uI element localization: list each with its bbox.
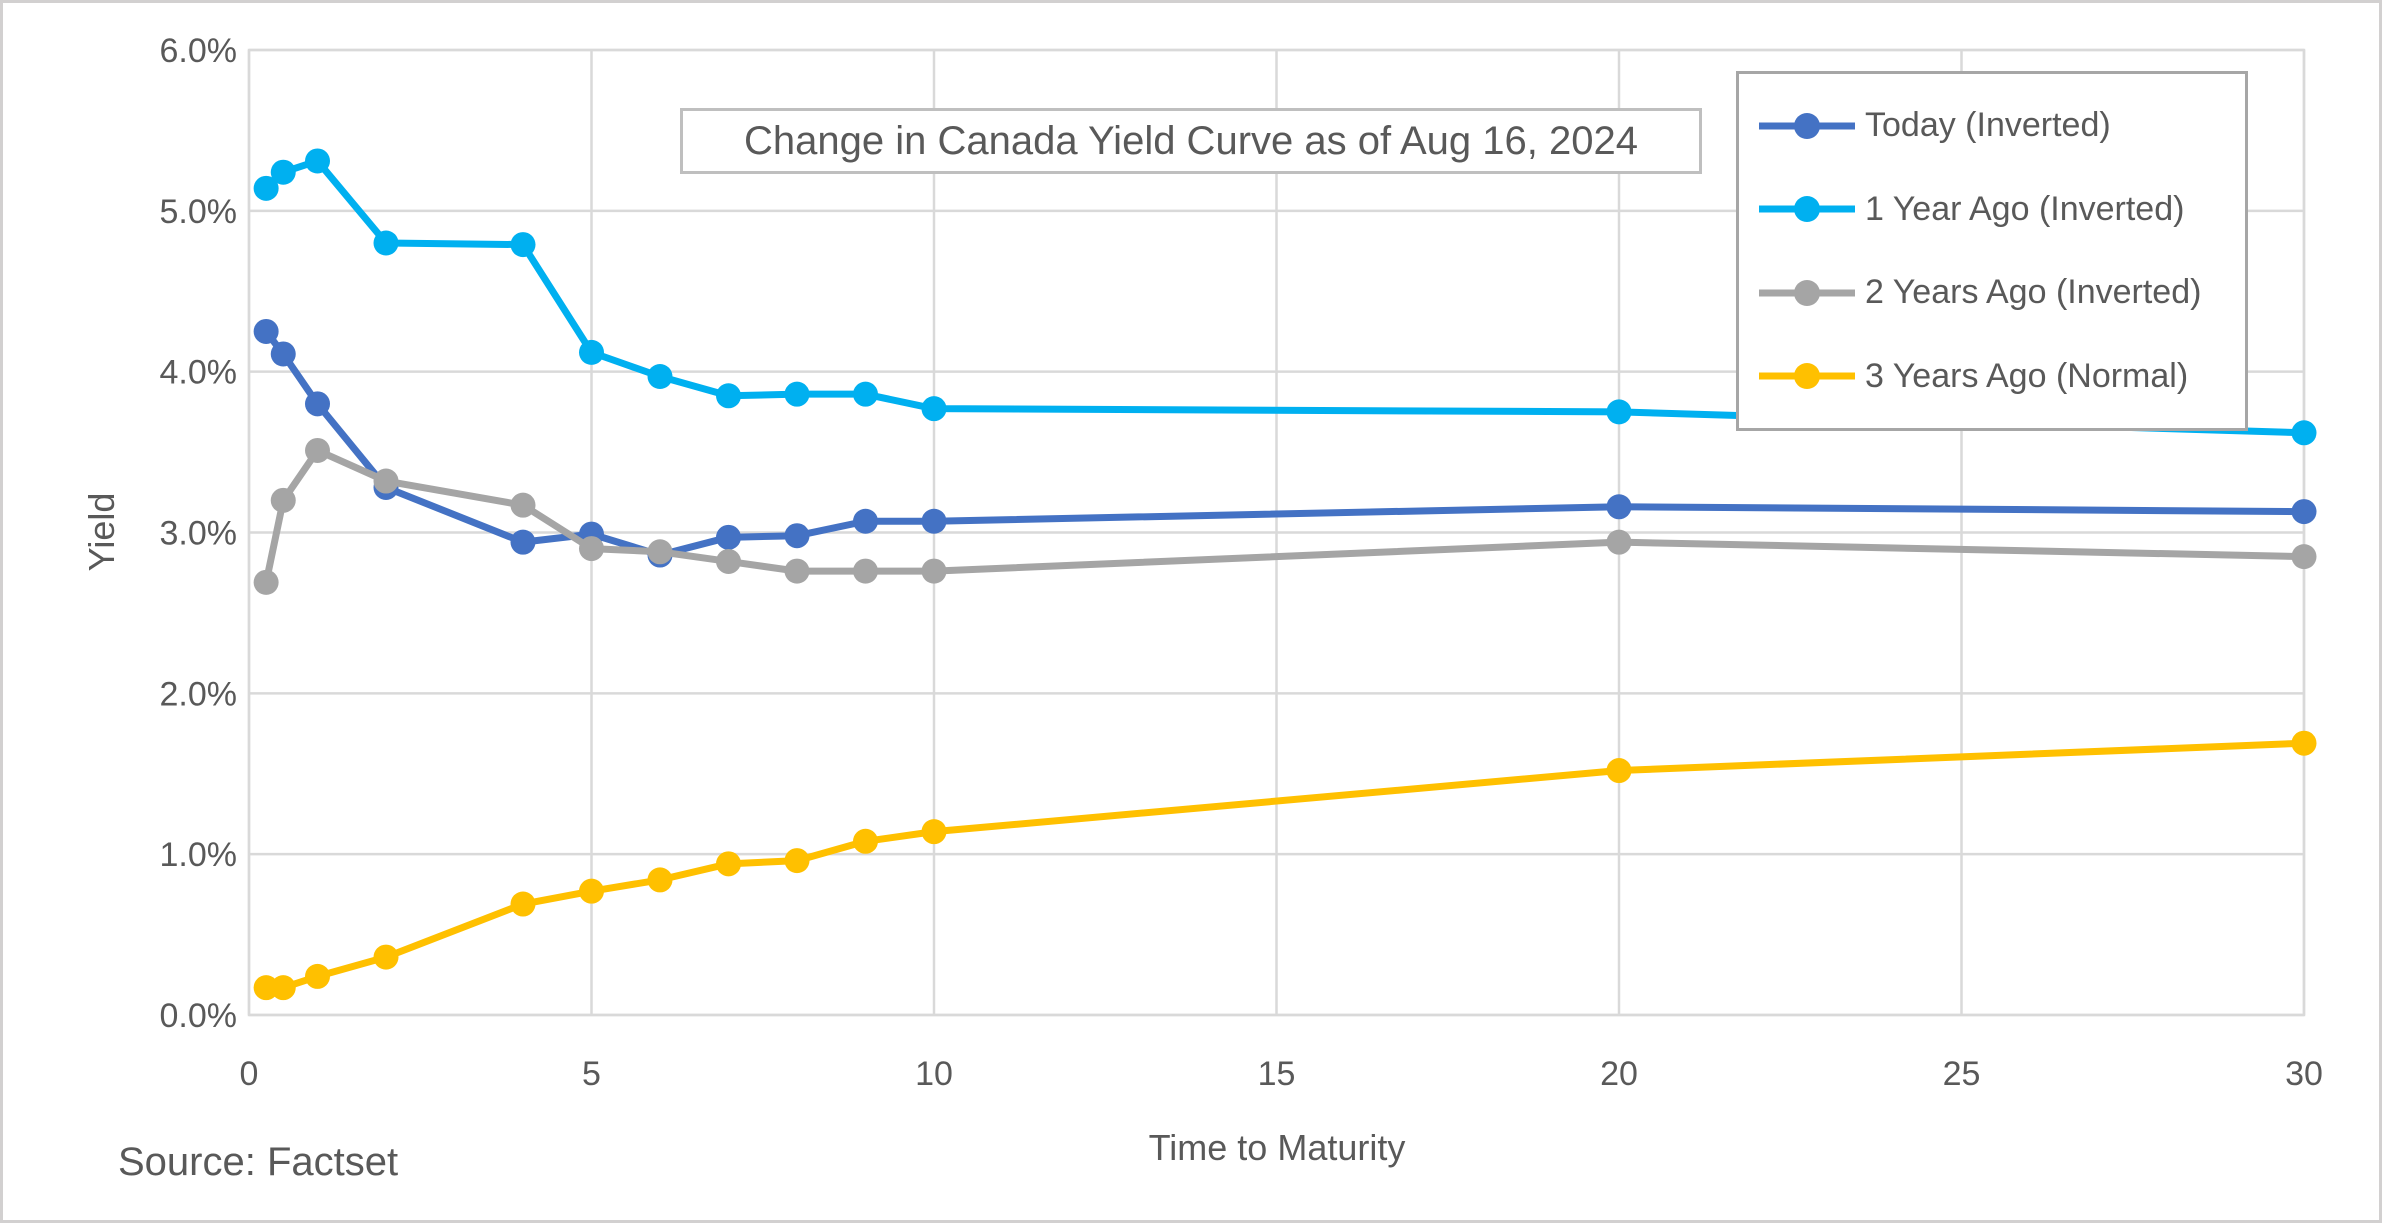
- data-point-marker: [253, 318, 279, 344]
- y-tick-label: 6.0%: [160, 32, 238, 70]
- x-tick-label: 5: [582, 1055, 601, 1093]
- x-tick-label: 15: [1258, 1055, 1296, 1093]
- data-point-marker: [373, 944, 399, 970]
- data-point-marker: [2291, 730, 2317, 756]
- y-tick-label: 5.0%: [160, 193, 238, 231]
- chart-title: Change in Canada Yield Curve as of Aug 1…: [680, 108, 1702, 174]
- data-point-marker: [716, 383, 741, 409]
- y-axis-title: Yield: [81, 492, 122, 572]
- data-point-marker: [579, 878, 604, 904]
- data-point-marker: [2291, 499, 2317, 525]
- legend-item-2-years-ago: 2 Years Ago (Inverted): [1759, 273, 2239, 312]
- data-point-marker: [510, 529, 536, 555]
- x-tick-label: 0: [240, 1055, 259, 1093]
- data-point-marker: [305, 148, 330, 174]
- data-point-marker: [921, 819, 947, 845]
- data-point-marker: [270, 487, 296, 513]
- legend-label: Today (Inverted): [1865, 106, 2111, 145]
- legend-label: 2 Years Ago (Inverted): [1865, 273, 2202, 312]
- x-axis-title: Time to Maturity: [1148, 1127, 1406, 1168]
- data-point-marker: [921, 396, 947, 422]
- x-tick-label: 25: [1943, 1055, 1981, 1093]
- data-point-marker: [784, 558, 810, 584]
- legend-label: 1 Year Ago (Inverted): [1865, 189, 2185, 228]
- y-tick-label: 0.0%: [160, 997, 238, 1035]
- legend-line-marker-icon: [1759, 196, 1855, 223]
- data-point-marker: [1606, 399, 1632, 425]
- data-point-marker: [373, 230, 399, 256]
- data-point-marker: [253, 975, 279, 1001]
- data-point-marker: [853, 508, 878, 534]
- legend-line-marker-icon: [1759, 279, 1855, 306]
- data-point-marker: [253, 175, 279, 201]
- series-line: [262, 739, 2308, 992]
- data-point-marker: [1606, 529, 1632, 555]
- data-point-marker: [579, 339, 604, 365]
- data-point-marker: [853, 381, 878, 407]
- legend-line-marker-icon: [1759, 363, 1855, 390]
- data-point-marker: [305, 963, 330, 989]
- data-point-marker: [270, 341, 296, 367]
- data-point-marker: [921, 558, 947, 584]
- data-point-marker: [647, 867, 673, 893]
- legend-item-1-year-ago: 1 Year Ago (Inverted): [1759, 190, 2239, 229]
- x-tick-label: 30: [2285, 1055, 2323, 1093]
- data-point-marker: [579, 536, 604, 562]
- data-point-marker: [270, 159, 296, 185]
- data-point-marker: [784, 381, 810, 407]
- legend-item-3-years-ago: 3 Years Ago (Normal): [1759, 357, 2239, 396]
- data-point-marker: [510, 492, 536, 518]
- source-note: Source: Factset: [118, 1140, 399, 1184]
- data-point-marker: [510, 232, 536, 258]
- y-tick-label: 1.0%: [160, 836, 238, 874]
- data-point-marker: [373, 468, 399, 494]
- data-point-marker: [253, 569, 279, 595]
- legend-item-today: Today (Inverted): [1759, 106, 2239, 145]
- y-tick-label: 3.0%: [160, 515, 238, 553]
- data-point-marker: [853, 828, 878, 854]
- x-tick-label: 20: [1600, 1055, 1638, 1093]
- data-point-marker: [2291, 420, 2317, 446]
- data-point-marker: [647, 539, 673, 565]
- y-tick-label: 4.0%: [160, 354, 238, 392]
- data-point-marker: [784, 523, 810, 549]
- legend-line-marker-icon: [1759, 112, 1855, 139]
- data-point-marker: [716, 548, 741, 574]
- data-point-marker: [1606, 758, 1632, 784]
- data-point-marker: [716, 851, 741, 877]
- data-point-marker: [2291, 544, 2317, 570]
- plot-area-border: [247, 48, 2306, 1017]
- data-point-marker: [305, 391, 330, 417]
- data-point-marker: [784, 848, 810, 874]
- data-point-marker: [853, 558, 878, 584]
- data-point-marker: [270, 975, 296, 1001]
- y-tick-label: 2.0%: [160, 675, 238, 713]
- legend: Today (Inverted) 1 Year Ago (Inverted) 2…: [1736, 71, 2248, 431]
- data-point-marker: [305, 437, 330, 463]
- legend-label: 3 Years Ago (Normal): [1865, 356, 2189, 395]
- data-point-marker: [716, 524, 741, 550]
- x-tick-label: 10: [915, 1055, 953, 1093]
- data-point-marker: [510, 891, 536, 917]
- data-point-marker: [1606, 494, 1632, 520]
- data-point-marker: [921, 508, 947, 534]
- data-point-marker: [647, 363, 673, 389]
